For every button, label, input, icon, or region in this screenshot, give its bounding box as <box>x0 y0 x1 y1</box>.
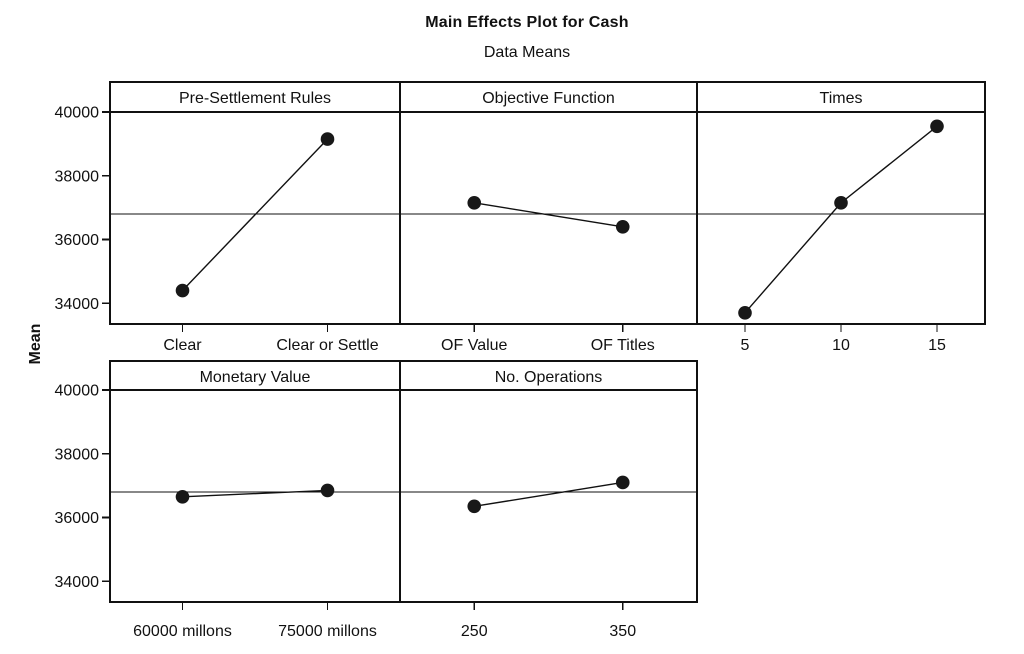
data-point <box>175 489 190 504</box>
panel-frame <box>399 360 698 603</box>
panel-title: No. Operations <box>495 369 603 386</box>
y-tick-label: 38000 <box>55 446 100 463</box>
x-tick-label: 250 <box>461 623 488 640</box>
data-point <box>930 119 944 134</box>
x-tick-label: 60000 millons <box>133 623 232 640</box>
y-tick-label: 34000 <box>55 574 100 591</box>
data-point <box>738 306 752 320</box>
x-tick-label: 75000 millons <box>278 623 377 640</box>
data-line <box>182 489 328 498</box>
data-point <box>467 196 482 210</box>
panel-times: Times 5 10 15 <box>696 81 986 354</box>
panel-frame <box>399 81 698 325</box>
panel-pre-settlement-rules: Pre-Settlement Rules Clear Clear or Settle <box>109 81 401 354</box>
panel-frame <box>109 360 401 603</box>
x-tick-label: 5 <box>741 337 750 354</box>
panel-title: Pre-Settlement Rules <box>179 90 331 107</box>
panel-monetary-value: Monetary Value 60000 millons 75000 millons <box>109 360 401 640</box>
x-tick-label: Clear <box>163 337 202 354</box>
data-point <box>467 499 482 514</box>
data-point <box>175 283 190 298</box>
x-tick-label: 10 <box>832 337 850 354</box>
data-point <box>320 483 335 498</box>
y-tick-label: 40000 <box>55 383 100 400</box>
y-axis-row-0: 34000 36000 38000 40000 <box>55 105 110 313</box>
y-tick-label: 36000 <box>55 510 100 527</box>
y-tick-label: 40000 <box>55 105 100 122</box>
panel-title: Times <box>820 90 863 107</box>
x-tick-label: 350 <box>609 623 636 640</box>
y-axis-row-1: 34000 36000 38000 40000 <box>55 383 110 591</box>
data-point <box>615 475 630 490</box>
chart-title: Main Effects Plot for Cash <box>425 14 629 31</box>
data-line <box>744 125 938 314</box>
x-tick-label: Clear or Settle <box>276 337 378 354</box>
data-line <box>181 138 329 292</box>
x-tick-label: 15 <box>928 337 946 354</box>
y-tick-label: 36000 <box>55 232 100 249</box>
x-tick-label: OF Titles <box>591 337 655 354</box>
x-tick-label: OF Value <box>441 337 508 354</box>
data-point <box>615 219 630 234</box>
panel-no-operations: No. Operations 250 350 <box>399 360 698 640</box>
data-line <box>474 202 623 228</box>
chart-subtitle: Data Means <box>483 44 571 61</box>
data-point <box>834 196 848 210</box>
panel-objective-function: Objective Function OF Value OF Titles <box>399 81 698 354</box>
data-point <box>320 132 335 146</box>
panel-frame <box>109 81 401 325</box>
panel-title: Monetary Value <box>200 369 311 386</box>
y-tick-label: 34000 <box>55 296 100 313</box>
panel-title: Objective Function <box>482 90 615 107</box>
y-tick-label: 38000 <box>55 168 100 185</box>
data-line <box>474 481 623 508</box>
